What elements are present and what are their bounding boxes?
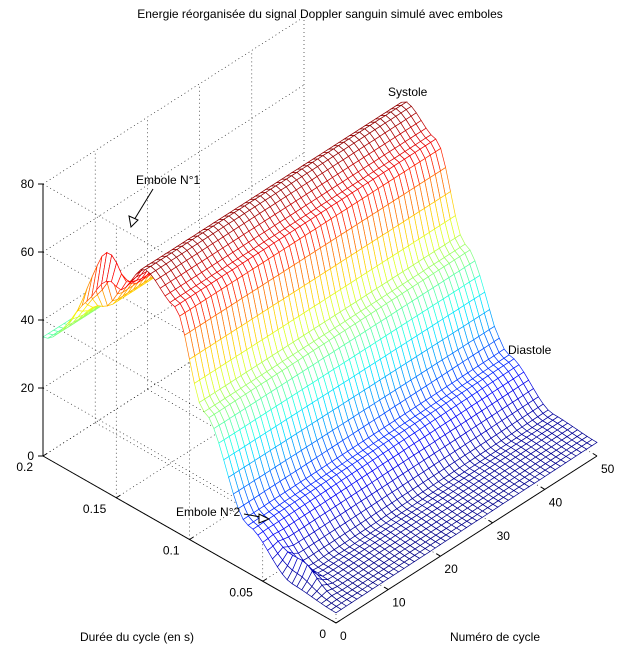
z-tick-labels: 0 20 40 60 80 <box>21 177 35 463</box>
x-tick-mark <box>592 453 598 457</box>
z-tick-label: 40 <box>21 313 35 327</box>
z-tick-label: 60 <box>21 245 35 259</box>
x-tick-label: 20 <box>444 562 458 576</box>
x-tick-label: 40 <box>549 495 563 509</box>
z-tick-label: 20 <box>21 381 35 395</box>
y-tick-label: 0.2 <box>16 460 33 474</box>
x-tick-mark <box>436 553 441 557</box>
x-tick-labels: 0 10 20 30 40 50 <box>340 462 615 643</box>
x-tick-label: 50 <box>601 462 615 476</box>
surface-mesh <box>42 101 598 614</box>
arrow-embole-1 <box>128 188 154 229</box>
y-axis-label: Durée du cycle (en s) <box>80 630 194 644</box>
chart-title: Energie réorganisée du signal Doppler sa… <box>137 7 503 21</box>
y-tick-mark <box>42 453 48 457</box>
x-axis-label: Numéro de cycle <box>450 630 540 644</box>
y-tick-label: 0.15 <box>83 502 107 516</box>
x-axis-line <box>335 455 598 624</box>
x-tick-mark <box>488 519 493 524</box>
annotation-systole: Systole <box>388 85 428 99</box>
y-tick-label: 0.05 <box>229 585 253 599</box>
x-tick-mark <box>540 486 546 490</box>
annotation-embole-1: Embole N°1 <box>136 173 200 187</box>
y-tick-label: 0 <box>319 627 326 641</box>
y-tick-label: 0.1 <box>163 544 180 558</box>
x-tick-label: 0 <box>340 629 347 643</box>
x-tick-label: 10 <box>392 596 406 610</box>
x-tick-mark <box>383 586 389 591</box>
annotation-embole-2: Embole N°2 <box>176 505 240 519</box>
y-tick-mark <box>115 494 121 499</box>
y-tick-labels: 0 0.05 0.1 0.15 0.2 <box>16 460 326 641</box>
axes-box <box>38 183 598 624</box>
y-tick-mark <box>262 578 268 582</box>
annotation-diastole: Diastole <box>508 343 552 357</box>
surface-cell <box>330 605 342 614</box>
arrow-embole-2 <box>243 513 271 524</box>
x-tick-label: 30 <box>497 529 511 543</box>
y-tick-mark <box>335 620 341 624</box>
z-tick-label: 80 <box>21 177 35 191</box>
x-tick-mark <box>331 620 337 624</box>
z-tick-label: 0 <box>27 449 34 463</box>
y-tick-mark <box>189 536 194 540</box>
